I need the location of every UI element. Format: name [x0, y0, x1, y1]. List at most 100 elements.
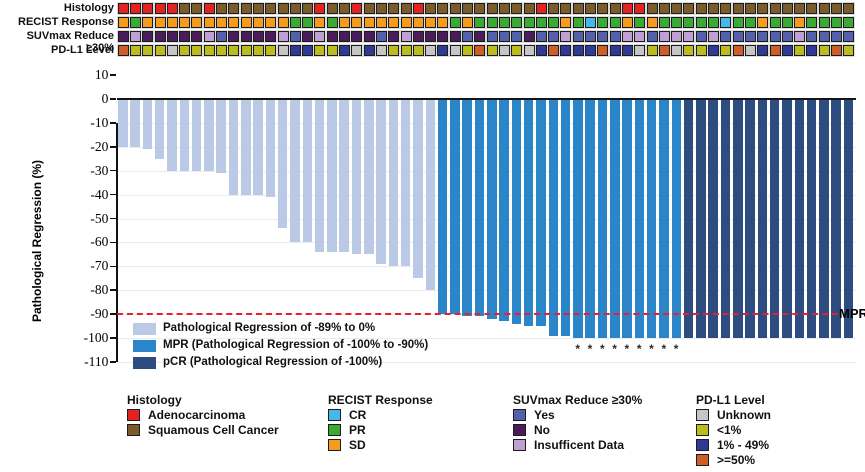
legend-swatch: [513, 409, 526, 421]
track-label: SUVmax Reduce ≥30%: [26, 30, 114, 54]
track-cell: [191, 45, 203, 56]
star-marker: *: [673, 342, 679, 356]
track-cell: [646, 17, 658, 28]
track-cell: [560, 3, 572, 14]
y-tick-label: -70: [90, 258, 109, 274]
track-cell: [216, 17, 227, 28]
bar: [720, 100, 731, 338]
track-cell: [585, 45, 596, 56]
track-cell: [462, 17, 473, 28]
mpr-line-label: MPR: [839, 306, 865, 322]
track-cell: [708, 3, 719, 14]
track-cell: [277, 31, 289, 42]
y-tick-mark: [110, 361, 117, 363]
track-cell: [720, 17, 732, 28]
legend-swatch: [328, 424, 341, 436]
y-tick-mark: [110, 98, 117, 100]
track-cell: [683, 45, 695, 56]
y-tick-label: -60: [90, 234, 109, 250]
bar: [683, 100, 694, 338]
track-cell: [449, 17, 461, 28]
track-cell: [523, 3, 535, 14]
track-cell: [474, 45, 486, 56]
bar: [376, 100, 386, 264]
track-cell: [351, 31, 363, 42]
track-cell: [548, 17, 560, 28]
legend-swatch: [328, 409, 341, 421]
bar: [757, 100, 768, 338]
legend-label: Yes: [534, 408, 555, 422]
track-cell: [535, 17, 547, 28]
y-tick-label: -90: [90, 306, 109, 322]
track-cell: [289, 3, 301, 14]
track-cell: [720, 31, 732, 42]
track-cell: [634, 17, 646, 28]
track-cell: [203, 31, 215, 42]
track-cell: [831, 45, 842, 56]
track-cell: [794, 17, 806, 28]
star-marker: *: [575, 342, 581, 356]
track-cell: [486, 17, 498, 28]
track-cell: [646, 3, 658, 14]
track-cell: [388, 31, 400, 42]
y-tick-label: -40: [90, 186, 109, 202]
track-cell: [585, 3, 596, 14]
track-cell: [683, 3, 695, 14]
bar: [597, 100, 608, 338]
track-cell: [302, 3, 314, 14]
track-cell: [744, 3, 756, 14]
track-cell: [339, 3, 350, 14]
track-cell: [228, 17, 240, 28]
track-cell: [708, 45, 719, 56]
track-cell: [203, 3, 215, 14]
y-tick-label: -20: [90, 138, 109, 154]
track-cell: [597, 45, 609, 56]
track-cell: [388, 17, 400, 28]
bar: [560, 100, 571, 336]
track-cell: [129, 3, 141, 14]
track-cell: [511, 45, 523, 56]
bar: [708, 100, 718, 338]
track-cell: [806, 31, 818, 42]
track-cell: [511, 17, 523, 28]
legend-swatch: [696, 409, 709, 421]
track-cell: [831, 17, 842, 28]
track-cell: [117, 3, 129, 14]
mpr-reference-line: [117, 313, 838, 316]
bar: [290, 100, 300, 243]
bar: [733, 100, 743, 338]
legend-swatch: [328, 439, 341, 451]
bar: [659, 100, 669, 338]
track-cell: [646, 45, 658, 56]
track-label: PD-L1 Level: [51, 44, 114, 56]
plot-legend-swatch: [133, 357, 156, 370]
track-cell: [474, 3, 486, 14]
gridline: [117, 194, 856, 196]
bar: [462, 100, 472, 317]
bar: [364, 100, 374, 255]
track-cell: [831, 31, 842, 42]
legend-label: SD: [349, 438, 366, 452]
star-marker: *: [587, 342, 593, 356]
track-cell: [437, 3, 449, 14]
track-cell: [621, 31, 633, 42]
track-cell: [843, 17, 855, 28]
track-cell: [314, 45, 326, 56]
track-cell: [560, 31, 572, 42]
track-cell: [794, 45, 806, 56]
track-cell: [769, 31, 781, 42]
y-tick-label: -50: [90, 210, 109, 226]
track-cell: [597, 17, 609, 28]
track-cell: [252, 45, 264, 56]
bar: [154, 100, 165, 159]
track-cell: [560, 17, 572, 28]
track-cell: [265, 31, 277, 42]
track-cell: [781, 45, 793, 56]
legend-label: No: [534, 423, 550, 437]
track-cell: [228, 31, 240, 42]
track-cell: [634, 3, 646, 14]
track-cell: [683, 31, 695, 42]
track-cell: [154, 31, 166, 42]
track-cell: [154, 3, 166, 14]
track-cell: [166, 17, 178, 28]
